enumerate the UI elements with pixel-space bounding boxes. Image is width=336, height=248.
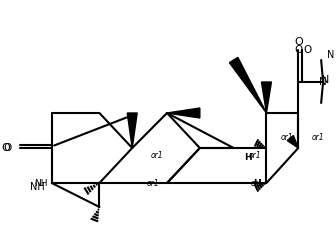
Text: O: O — [4, 143, 12, 153]
Text: O: O — [303, 45, 311, 55]
Text: NH: NH — [30, 182, 45, 192]
Text: N: N — [319, 77, 327, 87]
Text: O: O — [294, 45, 302, 55]
Text: or1: or1 — [280, 133, 293, 143]
Text: or1: or1 — [251, 179, 263, 187]
Text: NH: NH — [34, 179, 47, 187]
Polygon shape — [229, 57, 266, 113]
Text: or1: or1 — [151, 151, 164, 159]
Text: N: N — [327, 50, 334, 60]
Text: O: O — [294, 37, 303, 47]
Polygon shape — [167, 108, 200, 118]
Text: O: O — [2, 143, 10, 153]
Text: H: H — [244, 154, 251, 162]
Polygon shape — [127, 113, 137, 148]
Text: or1: or1 — [311, 133, 324, 143]
Text: or1: or1 — [249, 151, 261, 159]
Polygon shape — [261, 82, 271, 113]
Text: N: N — [321, 75, 329, 85]
Polygon shape — [287, 135, 298, 148]
Text: or1: or1 — [147, 179, 160, 187]
Text: H: H — [253, 179, 260, 187]
